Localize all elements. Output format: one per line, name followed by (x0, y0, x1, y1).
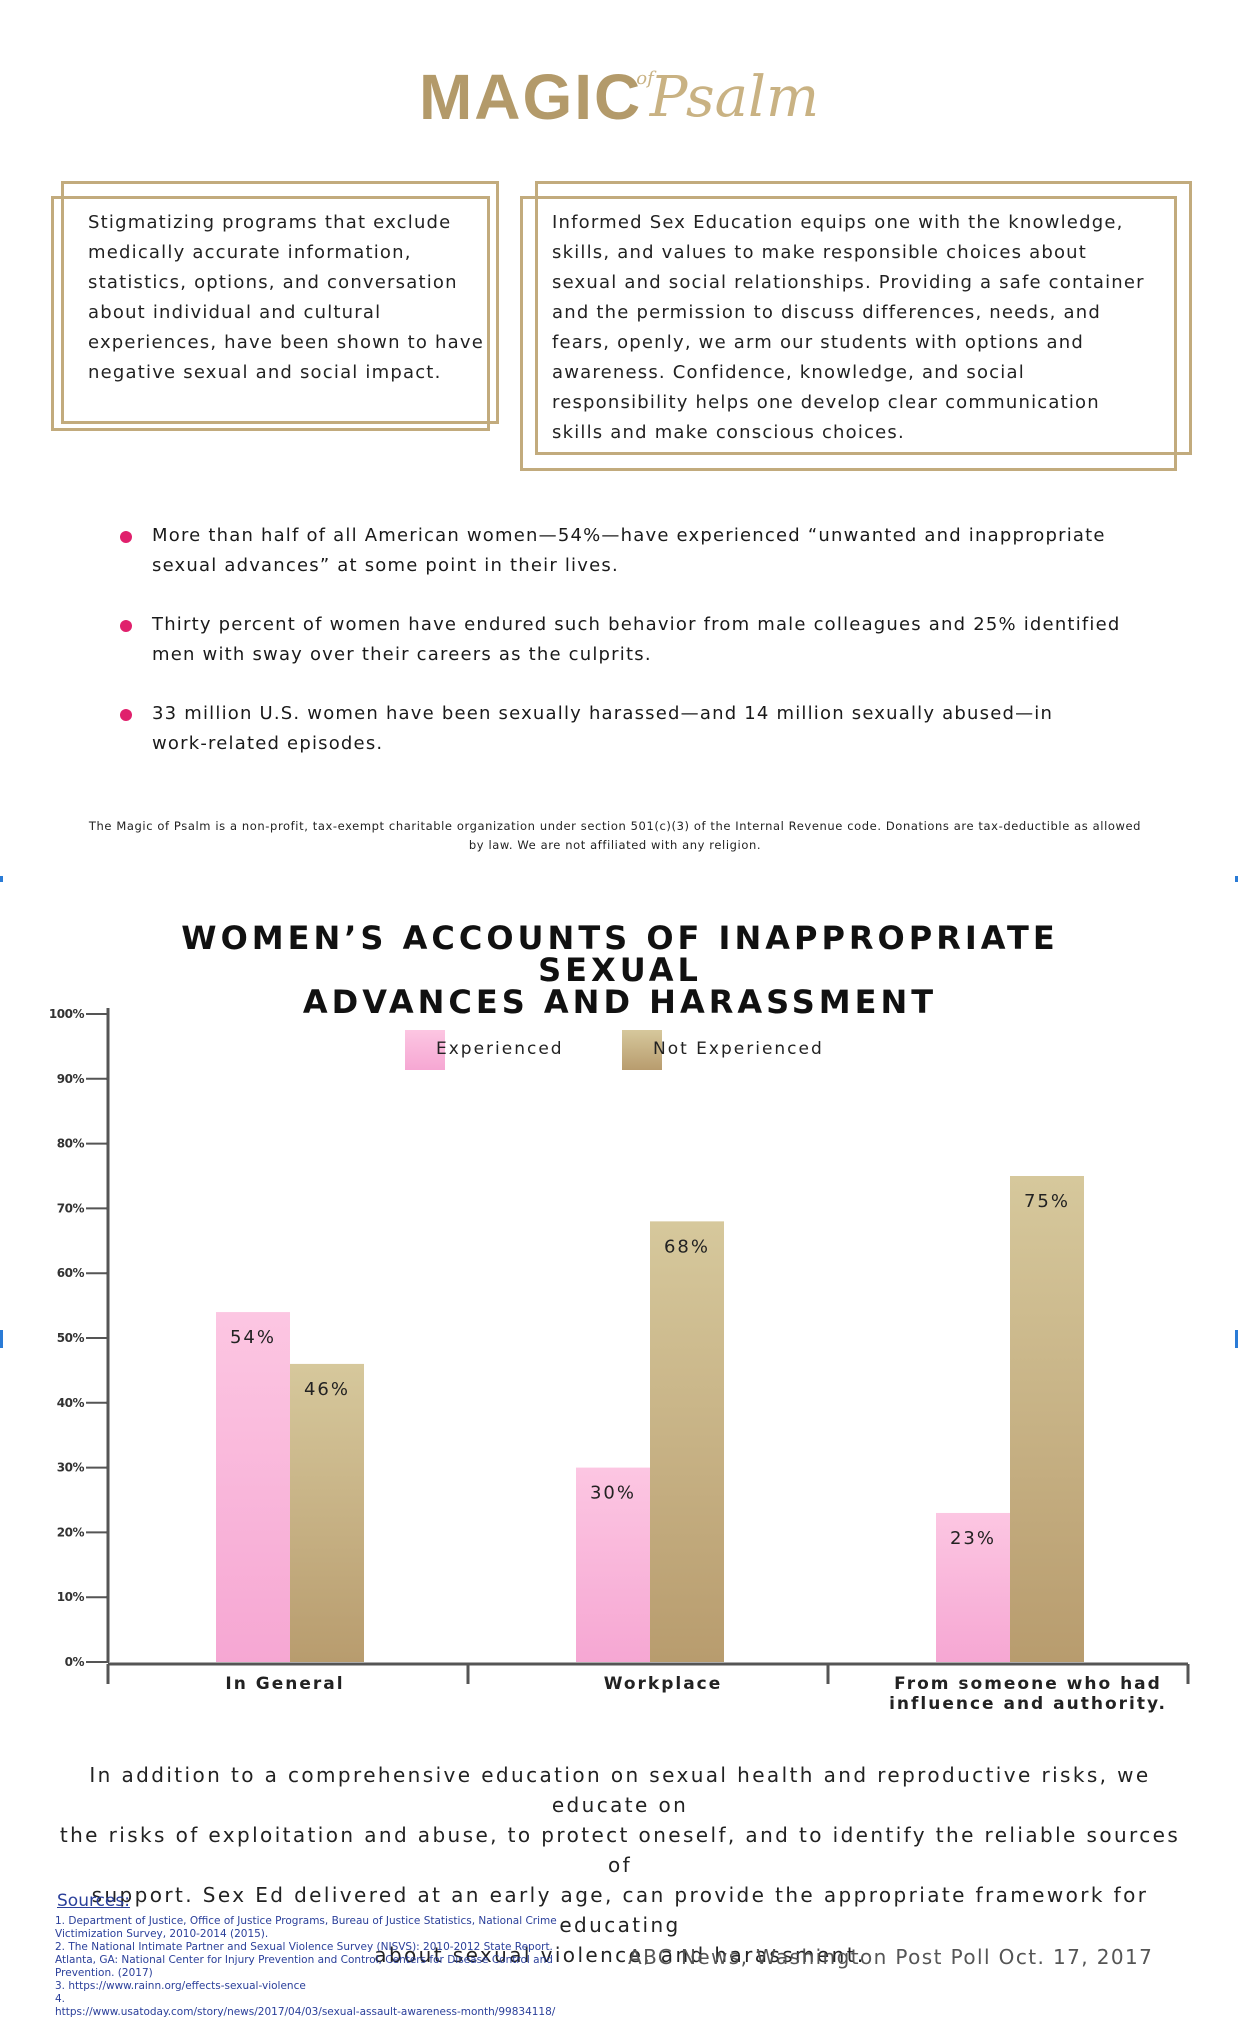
bar-value-label: 46% (304, 1379, 350, 1400)
legend-swatch (405, 1030, 445, 1070)
legend-label: Not Experienced (653, 1039, 824, 1059)
right-box-line: Informed Sex Education equips one with t… (552, 212, 1124, 233)
legend-swatch (622, 1030, 662, 1070)
closing-paragraph: In addition to a comprehensive education… (50, 1760, 1190, 1970)
left-box-line: experiences, have been shown to have (88, 332, 484, 353)
poll-credit: ABC News, Washington Post Poll Oct. 17, … (628, 1945, 1154, 1969)
y-tick-label: 30% (57, 1461, 85, 1475)
bullet-item: 33 million U.S. women have been sexually… (118, 699, 1138, 759)
source-item: 1. Department of Justice, Office of Just… (55, 1915, 557, 1927)
right-box-line: sexual and social relationships. Providi… (552, 272, 1145, 293)
left-box-text: Stigmatizing programs that exclude medic… (88, 208, 488, 388)
sources-list: 1. Department of Justice, Office of Just… (55, 1915, 575, 2019)
x-category-label: Workplace (604, 1674, 723, 1694)
disclaimer-line: The Magic of Psalm is a non-profit, tax-… (88, 819, 1142, 833)
left-box-line: medically accurate information, (88, 242, 412, 263)
bullet-item: Thirty percent of women have endured suc… (118, 610, 1138, 670)
right-box-line: skills and make conscious choices. (552, 422, 905, 443)
bar-value-label: 68% (664, 1236, 710, 1257)
chart-bars: 54% 30% 23% 46% 68% 75% (216, 1176, 1084, 1662)
bar-experienced (576, 1467, 650, 1662)
bullet-line: work-related episodes. (152, 733, 384, 754)
left-box-frame-inner (51, 196, 490, 431)
logo-of-text: of (636, 68, 654, 89)
bar-not-experienced (290, 1363, 364, 1662)
chart-title-line: ADVANCES AND HARASSMENT (302, 983, 938, 1021)
bullet-line: men with sway over their careers as the … (152, 644, 652, 665)
bar-value-label: 75% (1024, 1191, 1070, 1212)
bar-experienced (216, 1312, 290, 1662)
y-tick-label: 40% (57, 1396, 85, 1410)
chart-title: WOMEN’S ACCOUNTS OF INAPPROPRIATE SEXUAL… (100, 922, 1140, 1018)
bar-value-label: 30% (590, 1483, 636, 1504)
sources-heading: Sources: (57, 1891, 130, 1911)
disclaimer-line: by law. We are not affiliated with any r… (468, 838, 762, 852)
bar-experienced (936, 1512, 1010, 1662)
x-axis: In General Workplace From someone who hadi… (106, 1662, 1190, 1714)
left-box-line: about individual and cultural (88, 302, 382, 323)
bar-value-label: 23% (950, 1528, 996, 1549)
right-box-line: skills, and values to make responsible c… (552, 242, 1088, 263)
right-box-frame-outer (535, 181, 1192, 455)
x-category-label: In General (225, 1674, 344, 1694)
y-axis: 0% 10% 20% 30% 40% 50% 60% 70% 80% 90% 100% (49, 1007, 110, 1669)
closing-line: support. Sex Ed delivered at an early ag… (91, 1883, 1149, 1937)
left-box-line: Stigmatizing programs that exclude (88, 212, 452, 233)
bar-value-label: 54% (230, 1327, 276, 1348)
y-tick-label: 10% (57, 1590, 85, 1604)
closing-line: the risks of exploitation and abuse, to … (59, 1823, 1181, 1877)
source-item: 4. (55, 1993, 66, 2005)
right-box-line: and the permission to discuss difference… (552, 302, 1101, 323)
magic-of-psalm-logo: MAGICofPsalm (0, 60, 1238, 140)
bar-chart: 0% 10% 20% 30% 40% 50% 60% 70% 80% 90% 100% In Gen… (49, 1007, 1190, 1714)
source-item: Atlanta, GA: National Center for Injury … (55, 1954, 553, 1966)
closing-line: about sexual violence, and harassment. (374, 1943, 866, 1967)
chart-title-line: WOMEN’S ACCOUNTS OF INAPPROPRIATE SEXUAL (181, 919, 1059, 989)
edge-marker (0, 876, 3, 882)
legend-label: Experienced (436, 1039, 564, 1059)
bar-not-experienced (650, 1221, 724, 1662)
logo-magic-text: MAGIC (418, 61, 643, 133)
y-tick-label: 50% (57, 1331, 85, 1345)
edge-marker (1235, 876, 1238, 882)
edge-marker (0, 1330, 3, 1348)
bar-not-experienced (1010, 1176, 1084, 1662)
y-tick-label: 20% (57, 1525, 85, 1539)
bullet-line: 33 million U.S. women have been sexually… (152, 703, 1054, 724)
x-category-label: From someone who had (894, 1674, 1162, 1694)
right-box-frame-inner (520, 196, 1177, 471)
statistics-bullet-list: More than half of all American women—54%… (118, 521, 1138, 788)
closing-line: In addition to a comprehensive education… (89, 1763, 1151, 1817)
source-link[interactable]: 3. https://www.rainn.org/effects-sexual-… (55, 1980, 306, 1992)
bullet-dot-icon (120, 709, 132, 721)
chart-legend: Experienced Not Experienced (405, 1030, 824, 1070)
y-tick-label: 80% (57, 1137, 85, 1151)
nonprofit-disclaimer: The Magic of Psalm is a non-profit, tax-… (40, 817, 1190, 855)
y-tick-label: 90% (57, 1072, 85, 1086)
source-item: Victimization Survey, 2010-2014 (2015). (55, 1928, 269, 1940)
right-box-line: awareness. Confidence, knowledge, and so… (552, 362, 1025, 383)
right-box-line: fears, openly, we arm our students with … (552, 332, 1085, 353)
edge-marker (1235, 1330, 1238, 1348)
source-item: 2. The National Intimate Partner and Sex… (55, 1941, 553, 1953)
y-tick-label: 60% (57, 1266, 85, 1280)
y-tick-label: 70% (57, 1201, 85, 1215)
bullet-dot-icon (120, 620, 132, 632)
y-tick-label: 0% (65, 1655, 85, 1669)
left-box-line: negative sexual and social impact. (88, 362, 442, 383)
right-box-text: Informed Sex Education equips one with t… (552, 208, 1192, 448)
logo-psalm-text: Psalm (649, 64, 820, 130)
left-box-line: statistics, options, and conversation (88, 272, 458, 293)
left-box-frame-outer (61, 181, 499, 424)
y-tick-label: 100% (49, 1007, 85, 1021)
bullet-line: Thirty percent of women have endured suc… (152, 614, 1121, 635)
bullet-line: More than half of all American women—54%… (152, 525, 1106, 546)
right-box-line: responsibility helps one develop clear c… (552, 392, 1100, 413)
x-category-label: influence and authority. (889, 1694, 1167, 1714)
bullet-line: sexual advances” at some point in their … (152, 555, 619, 576)
source-link[interactable]: https://www.usatoday.com/story/news/2017… (55, 2006, 556, 2018)
bullet-dot-icon (120, 531, 132, 543)
bullet-item: More than half of all American women—54%… (118, 521, 1138, 581)
source-item: Prevention. (2017) (55, 1967, 153, 1979)
